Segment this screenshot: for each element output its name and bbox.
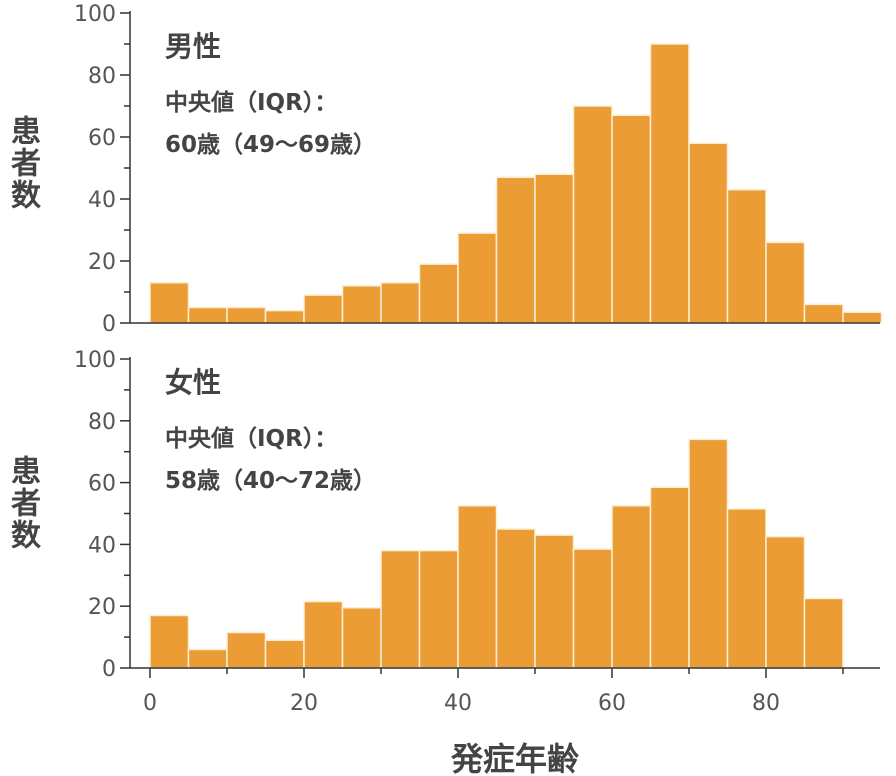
bar-55-60	[572, 548, 613, 669]
male-panel: 男性 中央値（IQR）： 60歳（49～69歳） 0 20 40 60 80 100	[74, 2, 883, 337]
bar-40-45	[457, 232, 498, 324]
female-panel: 女性 中央値（IQR）： 58歳（40～72歳） 0 20 40 60 80 100 0 20…	[74, 348, 880, 716]
bar-50-55	[534, 534, 575, 669]
bar-60-65	[611, 505, 652, 669]
y-tick-label: 100	[74, 2, 116, 27]
bar-25-30	[341, 285, 382, 324]
bar-80-85	[765, 535, 806, 669]
bar-0-5	[149, 281, 190, 324]
male-median-label: 中央値（IQR）：	[165, 89, 337, 116]
y-tick-label: 80	[88, 64, 116, 89]
bar-5-10	[187, 648, 228, 669]
bar-75-80	[726, 508, 767, 669]
bar-65-70	[649, 43, 690, 324]
bar-75-80	[726, 188, 767, 324]
bar-10-15	[226, 306, 267, 324]
bar-35-40	[418, 263, 459, 324]
female-median-value: 58歳（40～72歳）	[165, 467, 376, 494]
y-tick-label: 40	[88, 533, 116, 558]
male-median-value: 60歳（49～69歳）	[165, 131, 376, 158]
bar-85-90	[803, 597, 844, 669]
bar-20-25	[303, 600, 344, 669]
y-tick-label: 20	[88, 250, 116, 275]
bar-35-40	[418, 549, 459, 669]
female-y-axis-label: 患者数	[5, 455, 40, 551]
bar-55-60	[572, 105, 613, 324]
bar-5-10	[187, 306, 228, 324]
male-y-axis-label: 患者数	[5, 115, 40, 211]
x-axis-label: 発症年齢	[450, 740, 579, 776]
bar-90-95	[842, 311, 883, 324]
bar-15-20	[264, 639, 305, 669]
y-tick-label: 0	[102, 312, 116, 337]
bar-45-50	[495, 528, 536, 669]
bar-40-45	[457, 505, 498, 669]
bar-30-35	[380, 281, 421, 324]
male-title: 男性	[165, 30, 221, 63]
bar-10-15	[226, 631, 267, 669]
x-tick-label: 40	[444, 691, 472, 716]
female-median-label: 中央値（IQR）：	[165, 425, 337, 452]
bar-25-30	[341, 606, 382, 669]
y-tick-label: 100	[74, 348, 116, 373]
x-tick-label: 80	[752, 691, 780, 716]
bar-45-50	[495, 176, 536, 324]
bar-80-85	[765, 241, 806, 324]
x-tick-label: 0	[143, 691, 157, 716]
bar-60-65	[611, 114, 652, 324]
bar-15-20	[264, 309, 305, 324]
y-tick-label: 20	[88, 595, 116, 620]
y-tick-label: 80	[88, 410, 116, 435]
bar-65-70	[649, 486, 690, 669]
bar-85-90	[803, 303, 844, 324]
female-title: 女性	[165, 366, 221, 399]
bar-0-5	[149, 614, 190, 669]
bar-70-75	[688, 142, 729, 324]
y-tick-label: 40	[88, 188, 116, 213]
bar-20-25	[303, 294, 344, 324]
bar-50-55	[534, 173, 575, 324]
bar-70-75	[688, 438, 729, 669]
x-tick-label: 60	[598, 691, 626, 716]
x-tick-label: 20	[290, 691, 318, 716]
y-tick-label: 60	[88, 472, 116, 497]
y-tick-label: 0	[102, 657, 116, 682]
bar-30-35	[380, 549, 421, 669]
y-tick-label: 60	[88, 126, 116, 151]
